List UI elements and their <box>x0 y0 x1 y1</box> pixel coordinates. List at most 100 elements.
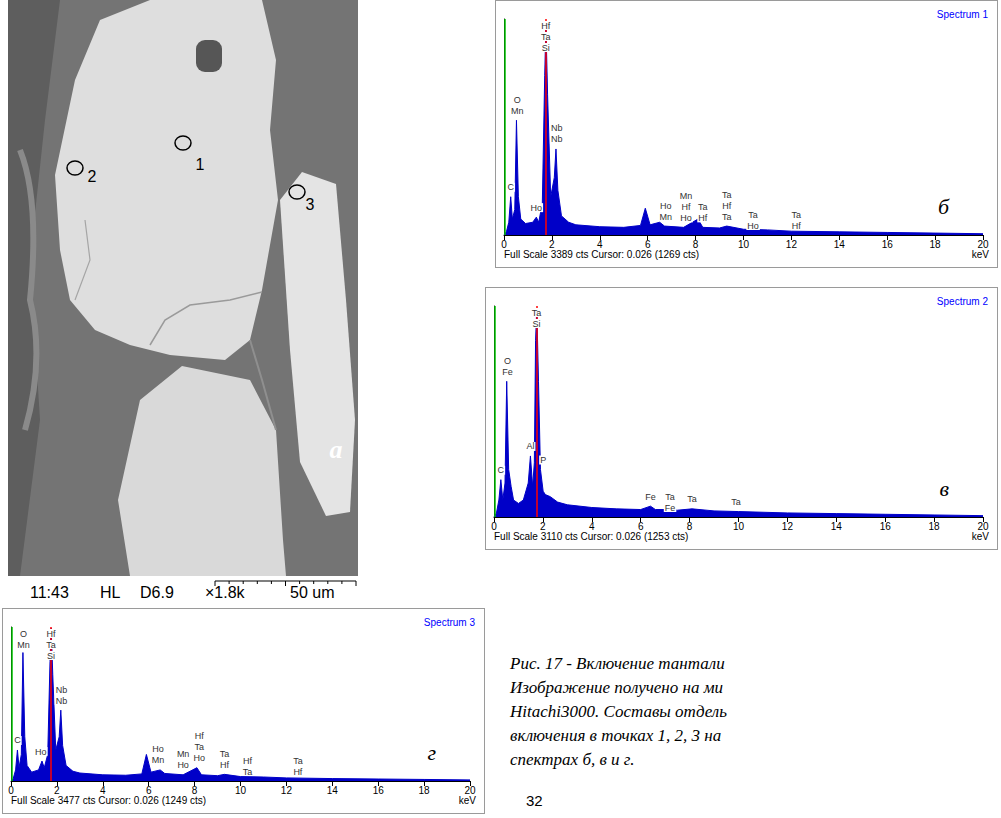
svg-text:C: C <box>507 182 514 192</box>
svg-text:Ta: Ta <box>748 210 758 220</box>
svg-text:16: 16 <box>880 521 892 532</box>
html-text:Hitachi3000. Составы отдель: Hitachi3000. Составы отдель <box>510 702 727 721</box>
svg-text:D6.9: D6.9 <box>140 584 174 601</box>
svg-text:Ta: Ta <box>532 308 542 318</box>
svg-text:16: 16 <box>882 239 894 250</box>
svg-text:O: O <box>20 629 27 639</box>
svg-text:1: 1 <box>196 156 205 173</box>
svg-text:keV: keV <box>459 795 477 806</box>
svg-text:Ta: Ta <box>243 767 253 777</box>
svg-text:Hf: Hf <box>46 629 55 639</box>
svg-text:Ta: Ta <box>722 212 732 222</box>
svg-text:12: 12 <box>281 785 293 796</box>
svg-text:18: 18 <box>929 521 941 532</box>
svg-text:keV: keV <box>972 249 990 260</box>
svg-text:б: б <box>938 194 950 219</box>
svg-text:Hf: Hf <box>541 21 550 31</box>
svg-text:Si: Si <box>542 43 550 53</box>
svg-text:Hf: Hf <box>682 202 691 212</box>
svg-text:HL: HL <box>100 584 121 601</box>
svg-text:Ta: Ta <box>722 190 732 200</box>
svg-text:Ho: Ho <box>35 747 47 757</box>
svg-text:Full Scale 3477 cts Cursor: 0.: Full Scale 3477 cts Cursor: 0.026 (1249 … <box>11 795 206 806</box>
svg-text:Hf: Hf <box>293 767 302 777</box>
svg-text:Hf: Hf <box>722 201 731 211</box>
svg-text:18: 18 <box>930 239 942 250</box>
svg-text:14: 14 <box>327 785 339 796</box>
svg-text:Mn: Mn <box>659 212 672 222</box>
svg-text:10: 10 <box>235 785 247 796</box>
svg-text:3: 3 <box>306 196 315 213</box>
svg-text:10: 10 <box>733 521 745 532</box>
svg-text:C: C <box>14 735 21 745</box>
svg-text:Ta: Ta <box>665 492 675 502</box>
svg-text:в: в <box>939 476 949 501</box>
svg-text:Ho: Ho <box>531 203 543 213</box>
html-text:32: 32 <box>526 792 543 809</box>
svg-text:Ta: Ta <box>731 497 741 507</box>
svg-text:2: 2 <box>88 168 97 185</box>
svg-text:18: 18 <box>419 785 431 796</box>
svg-text:14: 14 <box>834 239 846 250</box>
svg-text:Al: Al <box>526 441 534 451</box>
svg-text:Hf: Hf <box>195 731 204 741</box>
svg-text:P: P <box>540 455 546 465</box>
svg-text:12: 12 <box>782 521 794 532</box>
svg-text:×1.8k: ×1.8k <box>205 584 246 601</box>
svg-text:O: O <box>504 356 511 366</box>
svg-text:Mn: Mn <box>680 191 693 201</box>
svg-text:Mn: Mn <box>17 640 30 650</box>
svg-text:O: O <box>514 95 521 105</box>
svg-text:Ta: Ta <box>698 202 708 212</box>
svg-text:Ho: Ho <box>193 753 205 763</box>
svg-text:Ta: Ta <box>220 749 230 759</box>
html-text:Изображение получено на ми: Изображение получено на ми <box>510 678 724 697</box>
svg-text:Si: Si <box>533 319 541 329</box>
svg-text:Fe: Fe <box>665 503 676 513</box>
svg-text:Ho: Ho <box>680 213 692 223</box>
html-text:включения в точках 1, 2, 3 на: включения в точках 1, 2, 3 на <box>510 726 722 745</box>
svg-text:keV: keV <box>972 531 990 542</box>
svg-text:Nb: Nb <box>56 685 68 695</box>
html-text:Рис. 17 - Включение тантали: Рис. 17 - Включение тантали <box>510 654 725 673</box>
svg-text:Ta: Ta <box>791 210 801 220</box>
svg-text:г: г <box>427 740 436 765</box>
svg-text:Mn: Mn <box>511 106 524 116</box>
svg-text:Ho: Ho <box>660 201 672 211</box>
svg-text:Hf: Hf <box>698 213 707 223</box>
svg-text:10: 10 <box>738 239 750 250</box>
svg-text:Hf: Hf <box>792 221 801 231</box>
svg-text:Nb: Nb <box>551 134 563 144</box>
svg-text:11:43: 11:43 <box>30 584 69 601</box>
svg-text:Mn: Mn <box>177 749 190 759</box>
svg-text:а: а <box>330 435 343 464</box>
svg-text:Spectrum 2: Spectrum 2 <box>937 296 989 307</box>
svg-text:Ta: Ta <box>46 640 56 650</box>
svg-text:C: C <box>498 465 505 475</box>
svg-text:12: 12 <box>786 239 798 250</box>
svg-text:Ho: Ho <box>177 760 189 770</box>
svg-text:Fe: Fe <box>645 492 656 502</box>
svg-text:Fe: Fe <box>502 367 513 377</box>
svg-text:Full Scale 3389 cts Cursor: 0.: Full Scale 3389 cts Cursor: 0.026 (1269 … <box>504 249 699 260</box>
html-text:спектрах б, в и г.: спектрах б, в и г. <box>510 750 635 769</box>
svg-text:Si: Si <box>47 651 55 661</box>
svg-text:Nb: Nb <box>56 696 68 706</box>
svg-text:Full Scale 3110 cts Cursor: 0.: Full Scale 3110 cts Cursor: 0.026 (1253 … <box>494 531 688 542</box>
svg-text:Hf: Hf <box>220 760 229 770</box>
svg-text:Mn: Mn <box>152 755 165 765</box>
svg-text:Spectrum 3: Spectrum 3 <box>424 617 476 628</box>
svg-text:16: 16 <box>373 785 385 796</box>
svg-text:14: 14 <box>831 521 843 532</box>
svg-text:Ta: Ta <box>687 494 697 504</box>
svg-text:Ho: Ho <box>152 744 164 754</box>
svg-text:Ta: Ta <box>293 756 303 766</box>
svg-text:50 um: 50 um <box>290 584 334 601</box>
svg-text:Ta: Ta <box>541 32 551 42</box>
svg-text:Ta: Ta <box>194 742 204 752</box>
svg-text:Hf: Hf <box>243 756 252 766</box>
svg-text:Nb: Nb <box>551 123 563 133</box>
svg-text:20: 20 <box>977 238 989 250</box>
svg-text:Ho: Ho <box>747 221 759 231</box>
svg-text:Spectrum 1: Spectrum 1 <box>937 9 989 20</box>
